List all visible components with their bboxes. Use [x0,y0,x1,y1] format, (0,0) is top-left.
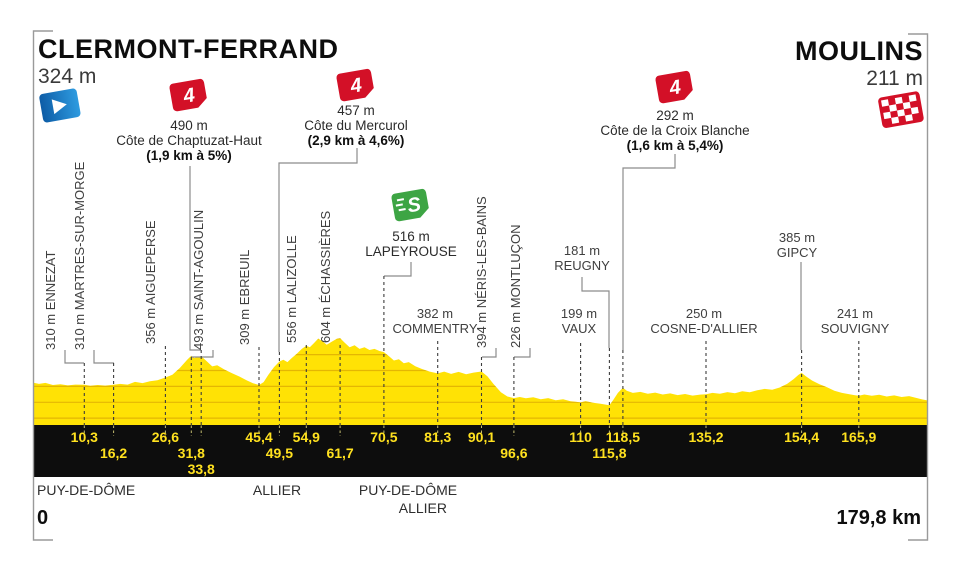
start-city-block: CLERMONT-FERRAND 324 m [38,34,338,89]
km-marker-label: 165,9 [841,429,877,445]
connector-lines [64,148,802,364]
town-label: 199 m VAUX [561,306,597,336]
svg-text:S: S [406,193,424,217]
department-label: ALLIER [252,482,302,498]
svg-text:4: 4 [181,84,197,108]
start-city-elevation: 324 m [38,65,97,88]
climb-label: 457 m Côte du Mercurol (2,9 km à 4,6%) [304,103,408,148]
town-name: COMMENTRY [392,321,478,336]
category-4-badge-icon: 4 [651,66,699,108]
finish-city-name: MOULINS [795,36,923,66]
town-elevation: 199 m [560,306,598,321]
km-marker-label: 81,3 [424,429,452,445]
town-label: 181 m REUGNY [554,243,610,273]
town-label: 556 m LALIZOLLE [284,235,299,343]
town-elevation: 385 m [778,230,816,245]
km-marker-label: 135,2 [688,429,724,445]
town-label: 493 m SAINT-AGOULIN [191,209,206,350]
town-name: VAUX [561,321,597,336]
km-marker-label: 110 [569,429,592,445]
elevation-profile-area [33,338,928,425]
town-label: 604 m ÉCHASSIÈRES [318,210,333,343]
town-name: GIPCY [776,245,818,260]
town-label: 356 m AIGUEPERSE [143,220,158,344]
sprint-name: LAPEYROUSE [365,244,457,259]
km-marker-label: 49,5 [265,445,294,461]
climb-name: Côte de la Croix Blanche [600,123,750,138]
town-label: 382 m COMMENTRY [393,306,478,336]
department-label: PUY-DE-DÔME [37,482,136,498]
town-name: SOUVIGNY [820,321,890,336]
town-name: COSNE-D'ALLIER [650,321,758,336]
finish-city-elevation: 211 m [866,67,923,90]
climb-label: 292 m Côte de la Croix Blanche (1,6 km à 5… [600,108,749,153]
sprint-badge-icon: S [387,184,435,226]
finish-flag-icon [878,91,924,128]
climb-elevation: 457 m [337,103,375,118]
climb-elevation: 490 m [170,118,208,133]
climb-label: 490 m Côte de Chaptuzat-Haut (1,9 km à 5%) [116,118,262,163]
town-elevation: 181 m [563,243,601,258]
climb-name: Côte de Chaptuzat-Haut [116,133,262,148]
km-marker-label: 61,7 [326,445,354,461]
sprint-elevation: 516 m [392,229,430,244]
town-label: 241 m SOUVIGNY [821,306,890,336]
department-label: ALLIER [398,500,447,516]
svg-text:4: 4 [667,76,683,100]
km-marker-label: 10,3 [70,429,98,445]
town-label: 310 m MARTRES-SUR-MORGE [72,161,87,350]
km-marker-label: 154,4 [784,429,820,445]
category-4-badge-icon: 4 [165,74,213,116]
climb-gradient: (2,9 km à 4,6%) [307,133,405,148]
sprint-label: 516 m LAPEYROUSE [365,229,457,259]
km-marker-label: 45,4 [245,429,273,445]
climb-name: Côte du Mercurol [304,118,408,133]
km-dashed-lines [83,276,860,425]
town-name: REUGNY [554,258,610,273]
category-4-badge-icon: 4 [332,64,380,106]
total-distance-label: 179,8 km [836,507,921,529]
climb-elevation: 292 m [656,108,694,123]
town-label: 385 m GIPCY [777,230,817,260]
km-marker-label: 70,5 [370,429,398,445]
town-label: 250 m COSNE-D'ALLIER [650,306,757,336]
start-city-name: CLERMONT-FERRAND [38,34,339,64]
km-marker-label: 26,6 [151,429,180,445]
department-label: PUY-DE-DÔME [358,482,458,498]
town-elevation: 250 m [685,306,723,321]
km-marker-label: 118,5 [605,429,641,445]
km-marker-label: 115,8 [592,445,627,461]
depart-flag-icon [39,88,81,123]
km-marker-label: 31,8 [177,445,205,461]
km-marker-label: 33,8 [187,461,215,477]
km-strip [33,425,928,477]
strip-ticks [83,425,860,436]
start-km-label: 0 [37,507,49,529]
town-label: 394 m NÉRIS-LES-BAINS [474,196,489,348]
town-label: 309 m EBREUIL [237,249,252,345]
finish-city-block: MOULINS 211 m [795,36,923,91]
km-marker-label: 90,1 [467,429,496,445]
km-marker-label: 16,2 [99,445,128,461]
km-marker-label: 96,6 [500,445,528,461]
town-label: 226 m MONTLUÇON [508,224,523,348]
svg-text:4: 4 [348,74,364,98]
km-marker-label: 54,9 [292,429,320,445]
climb-gradient: (1,9 km à 5%) [146,148,232,163]
chart-frame [32,30,929,541]
town-elevation: 382 m [416,306,454,321]
climb-gradient: (1,6 km à 5,4%) [626,138,724,153]
town-elevation: 241 m [836,306,874,321]
town-label: 310 m ENNEZAT [43,250,58,350]
